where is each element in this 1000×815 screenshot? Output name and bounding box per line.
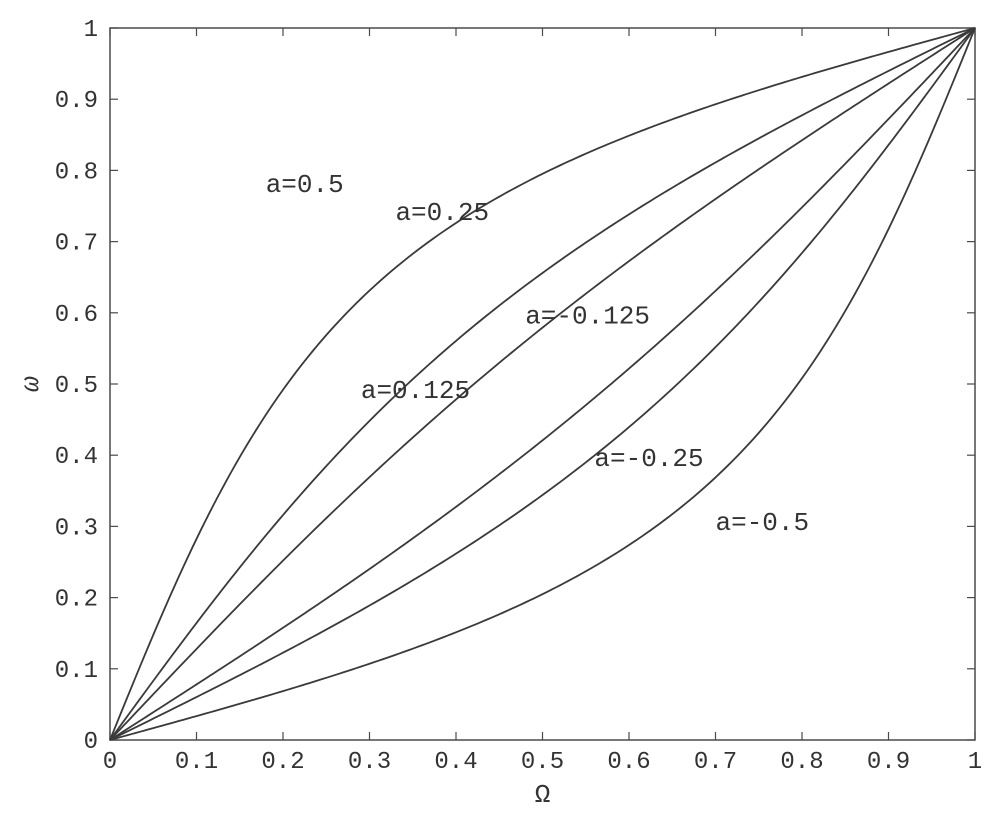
x-tick-label: 0.2	[261, 749, 304, 776]
x-tick-label: 0.7	[694, 749, 737, 776]
series-label: a=0.125	[361, 376, 470, 406]
frequency-warping-chart: 0 0.1 0.2 0.3 0.4 0.5 0.6 0.7 0.8 0.9 1 0 0.1 0.2 0.3 0…	[0, 0, 1000, 815]
series-curve	[110, 28, 975, 740]
y-tick-label: 0.7	[55, 231, 98, 258]
x-tick-label: 0	[103, 749, 117, 776]
x-tick-label: 0.9	[867, 749, 910, 776]
y-tick-label: 0.5	[55, 373, 98, 400]
y-tick-label: 0.4	[55, 444, 98, 471]
y-tick-label: 0.8	[55, 159, 98, 186]
series-curve	[110, 28, 975, 740]
x-tick-label: 0.1	[175, 749, 218, 776]
series-curve	[110, 28, 975, 740]
x-tick-label: 1	[968, 749, 982, 776]
series-label: a=-0.5	[716, 508, 810, 538]
x-axis-label: Ω	[535, 780, 551, 810]
y-tick-label: 0.1	[55, 658, 98, 685]
y-tick-label: 0.3	[55, 515, 98, 542]
x-tick-label: 0.5	[521, 749, 564, 776]
plot-box	[110, 28, 975, 740]
x-tick-label: 0.6	[607, 749, 650, 776]
y-tick-label: 0.9	[55, 88, 98, 115]
series-label: a=-0.125	[525, 301, 650, 331]
y-tick-label: 0.2	[55, 587, 98, 614]
series-curve	[110, 28, 975, 740]
chart-svg: 0 0.1 0.2 0.3 0.4 0.5 0.6 0.7 0.8 0.9 1 0 0.1 0.2 0.3 0…	[0, 0, 1000, 815]
y-tick-label: 0.6	[55, 302, 98, 329]
y-axis-label: ω	[16, 376, 46, 392]
x-tick-label: 0.3	[348, 749, 391, 776]
series-label: a=-0.25	[594, 444, 703, 474]
series-label: a=0.25	[395, 198, 489, 228]
x-tick-label: 0.8	[780, 749, 823, 776]
x-tick-label: 0.4	[434, 749, 477, 776]
series-label: a=0.5	[266, 170, 344, 200]
series-curve	[110, 28, 975, 740]
y-tick-label: 1	[84, 17, 98, 44]
series-curve	[110, 28, 975, 740]
y-tick-label: 0	[84, 729, 98, 756]
